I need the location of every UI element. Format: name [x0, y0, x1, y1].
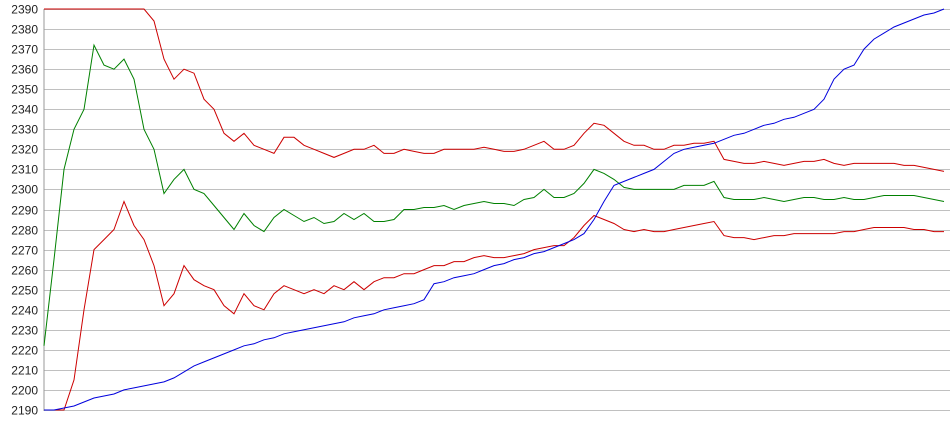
y-tick-label: 2380	[11, 23, 38, 37]
series-line-1	[43, 43, 945, 346]
y-tick-label: 2350	[11, 83, 38, 97]
y-tick-label: 2370	[11, 43, 38, 57]
y-tick-label: 2220	[11, 344, 38, 358]
y-tick-label: 2300	[11, 183, 38, 197]
y-tick-label: 2260	[11, 264, 38, 278]
y-tick-label: 2360	[11, 63, 38, 77]
y-tick-label: 2320	[11, 143, 38, 157]
y-tick-label: 2330	[11, 123, 38, 137]
y-tick-label: 2340	[11, 103, 38, 117]
y-axis-ticks: 2190 2200 2210 2220 2230 2240 2250 2260 2270 2280…	[11, 3, 38, 418]
series-line-3	[44, 8, 945, 411]
y-tick-label: 2310	[11, 163, 38, 177]
series-line-2	[44, 200, 944, 411]
y-tick-label: 2210	[11, 364, 38, 378]
y-tick-label: 2200	[11, 384, 38, 398]
grid	[44, 9, 950, 411]
series-lines	[43, 8, 945, 411]
y-tick-label: 2290	[11, 204, 38, 218]
y-tick-label: 2190	[11, 404, 38, 418]
y-tick-label: 2280	[11, 224, 38, 238]
y-tick-label: 2230	[11, 324, 38, 338]
y-tick-label: 2390	[11, 3, 38, 17]
y-tick-label: 2270	[11, 244, 38, 258]
y-tick-label: 2240	[11, 304, 38, 318]
series-line-0	[44, 8, 945, 172]
y-tick-label: 2250	[11, 284, 38, 298]
